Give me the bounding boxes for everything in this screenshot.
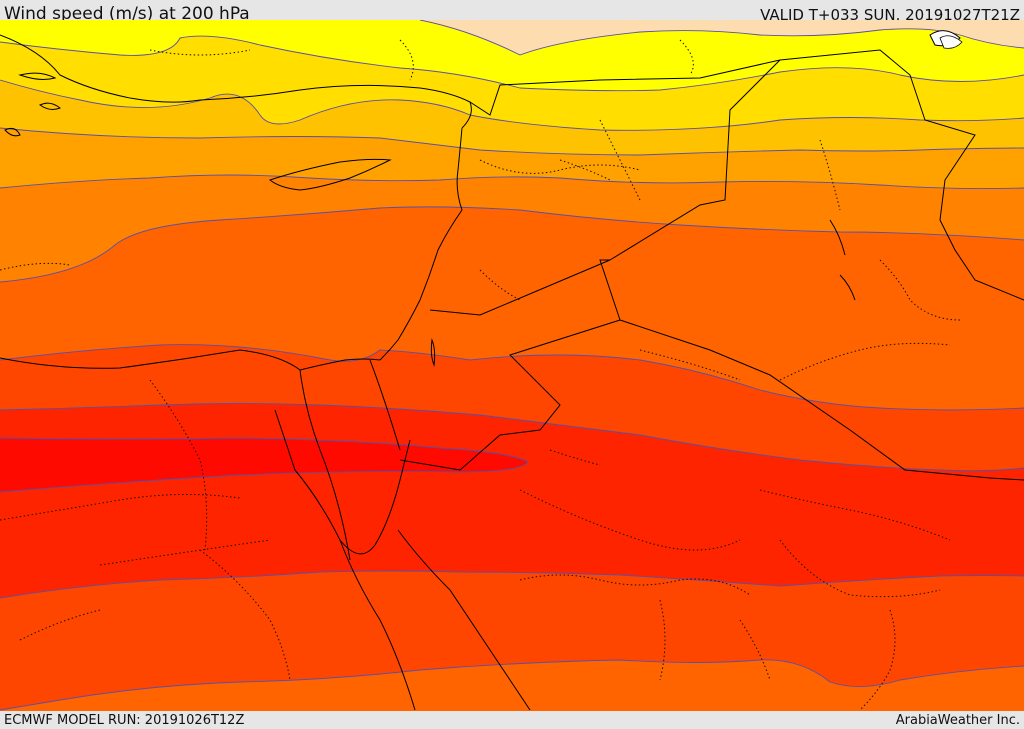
- header-bar: [0, 0, 1024, 20]
- credit: ArabiaWeather Inc.: [895, 713, 1020, 728]
- band-jet-core: [0, 438, 528, 492]
- valid-time: VALID T+033 SUN. 20191027T21Z: [760, 6, 1020, 24]
- coastlines: [0, 30, 1024, 711]
- internal-borders: [0, 39, 961, 711]
- band-orange-far-south: [0, 659, 1024, 711]
- water-bodies: [939, 35, 963, 49]
- contour-lines: [0, 20, 1024, 711]
- footer-bar: [0, 711, 1024, 729]
- wind-speed-map: [0, 20, 1024, 711]
- map-title: Wind speed (m/s) at 200 hPa: [4, 4, 250, 24]
- model-run: ECMWF MODEL RUN: 20191026T12Z: [4, 713, 245, 728]
